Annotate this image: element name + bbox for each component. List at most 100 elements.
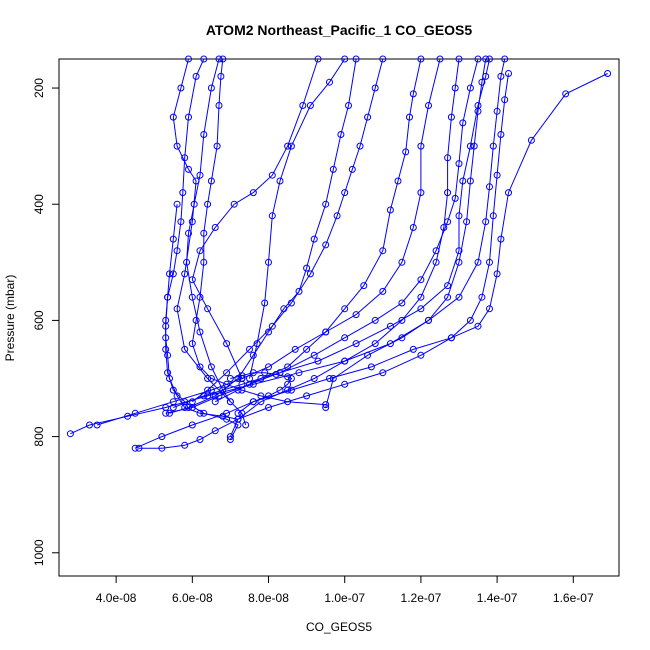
data-point xyxy=(444,154,452,162)
data-point xyxy=(192,316,200,324)
data-point xyxy=(527,136,535,144)
data-point xyxy=(179,189,187,197)
data-point xyxy=(356,142,364,150)
data-point xyxy=(276,386,284,394)
data-point xyxy=(230,200,238,208)
data-point xyxy=(310,375,318,382)
data-point xyxy=(409,224,417,231)
data-point xyxy=(223,340,231,348)
data-point xyxy=(322,404,330,411)
data-point xyxy=(204,200,212,208)
data-point xyxy=(238,372,246,380)
data-point xyxy=(501,55,509,63)
data-point xyxy=(204,305,212,313)
y-axis-label: Pressure (mbar) xyxy=(3,275,17,362)
data-point xyxy=(326,375,333,382)
data-point xyxy=(482,55,490,63)
data-point xyxy=(93,421,101,429)
data-point xyxy=(188,421,196,429)
series-13 xyxy=(66,55,509,438)
data-point xyxy=(268,171,276,179)
data-point xyxy=(299,102,307,109)
data-point xyxy=(268,212,276,220)
data-point xyxy=(200,55,208,63)
data-point xyxy=(131,444,139,452)
data-point xyxy=(306,102,314,109)
data-point xyxy=(181,345,189,353)
data-point xyxy=(284,142,292,150)
series-16 xyxy=(322,55,490,411)
data-point xyxy=(217,72,225,80)
data-point xyxy=(261,369,269,377)
data-point xyxy=(196,247,204,255)
data-point xyxy=(474,55,482,63)
data-point xyxy=(164,369,172,377)
data-point xyxy=(505,70,512,77)
data-point xyxy=(444,293,452,301)
data-point xyxy=(364,113,372,121)
data-point xyxy=(196,363,204,371)
series-line xyxy=(191,58,319,379)
data-point xyxy=(394,177,402,185)
series-17 xyxy=(226,55,463,441)
data-point xyxy=(196,436,204,443)
data-point xyxy=(295,369,303,377)
data-point xyxy=(417,276,425,284)
data-point xyxy=(493,107,501,115)
data-point xyxy=(348,165,356,173)
data-point xyxy=(253,340,261,348)
data-point xyxy=(322,241,330,249)
data-point xyxy=(409,90,417,98)
data-point xyxy=(455,55,463,63)
data-point xyxy=(425,316,432,324)
data-point xyxy=(447,113,455,121)
series-3 xyxy=(188,55,330,409)
data-point xyxy=(379,247,387,255)
series-19 xyxy=(226,369,295,417)
data-point xyxy=(135,444,143,452)
series-6 xyxy=(246,55,349,382)
series-layer xyxy=(66,55,612,452)
x-tick-label: 8.0e-08 xyxy=(248,591,289,605)
data-point xyxy=(322,200,330,208)
x-tick-label: 1.2e-07 xyxy=(401,591,442,605)
y-tick-label: 800 xyxy=(32,426,46,446)
data-point xyxy=(466,316,474,324)
data-point xyxy=(409,345,417,353)
data-point xyxy=(177,218,185,226)
data-point xyxy=(234,421,242,429)
data-point xyxy=(261,299,269,307)
data-point xyxy=(185,229,192,237)
data-point xyxy=(226,375,234,382)
data-point xyxy=(162,322,170,330)
data-point xyxy=(341,305,349,313)
data-point xyxy=(440,224,448,231)
data-point xyxy=(364,351,372,359)
data-point xyxy=(226,436,234,443)
data-point xyxy=(291,345,299,353)
data-point xyxy=(192,177,200,185)
data-point xyxy=(337,131,345,138)
data-point xyxy=(486,55,493,63)
data-point xyxy=(158,444,166,452)
data-point xyxy=(562,90,570,98)
data-point xyxy=(398,258,406,266)
data-point xyxy=(310,235,318,243)
data-point xyxy=(234,409,242,417)
data-point xyxy=(489,142,497,150)
data-point xyxy=(326,78,333,86)
data-point xyxy=(417,351,425,359)
data-point xyxy=(432,258,440,266)
data-point xyxy=(207,363,215,371)
data-point xyxy=(200,258,208,266)
data-point xyxy=(398,316,406,324)
y-tick-label: 200 xyxy=(32,78,46,98)
x-axis: 4.0e-08 6.0e-08 8.0e-08 1.0e-07 1.2e-07 1.4e-… xyxy=(96,575,594,605)
data-point xyxy=(455,212,463,220)
series-18 xyxy=(162,200,242,443)
data-point xyxy=(213,142,221,150)
data-point xyxy=(164,293,172,301)
data-point xyxy=(493,171,501,179)
data-point xyxy=(219,55,227,63)
series-line xyxy=(165,204,239,440)
